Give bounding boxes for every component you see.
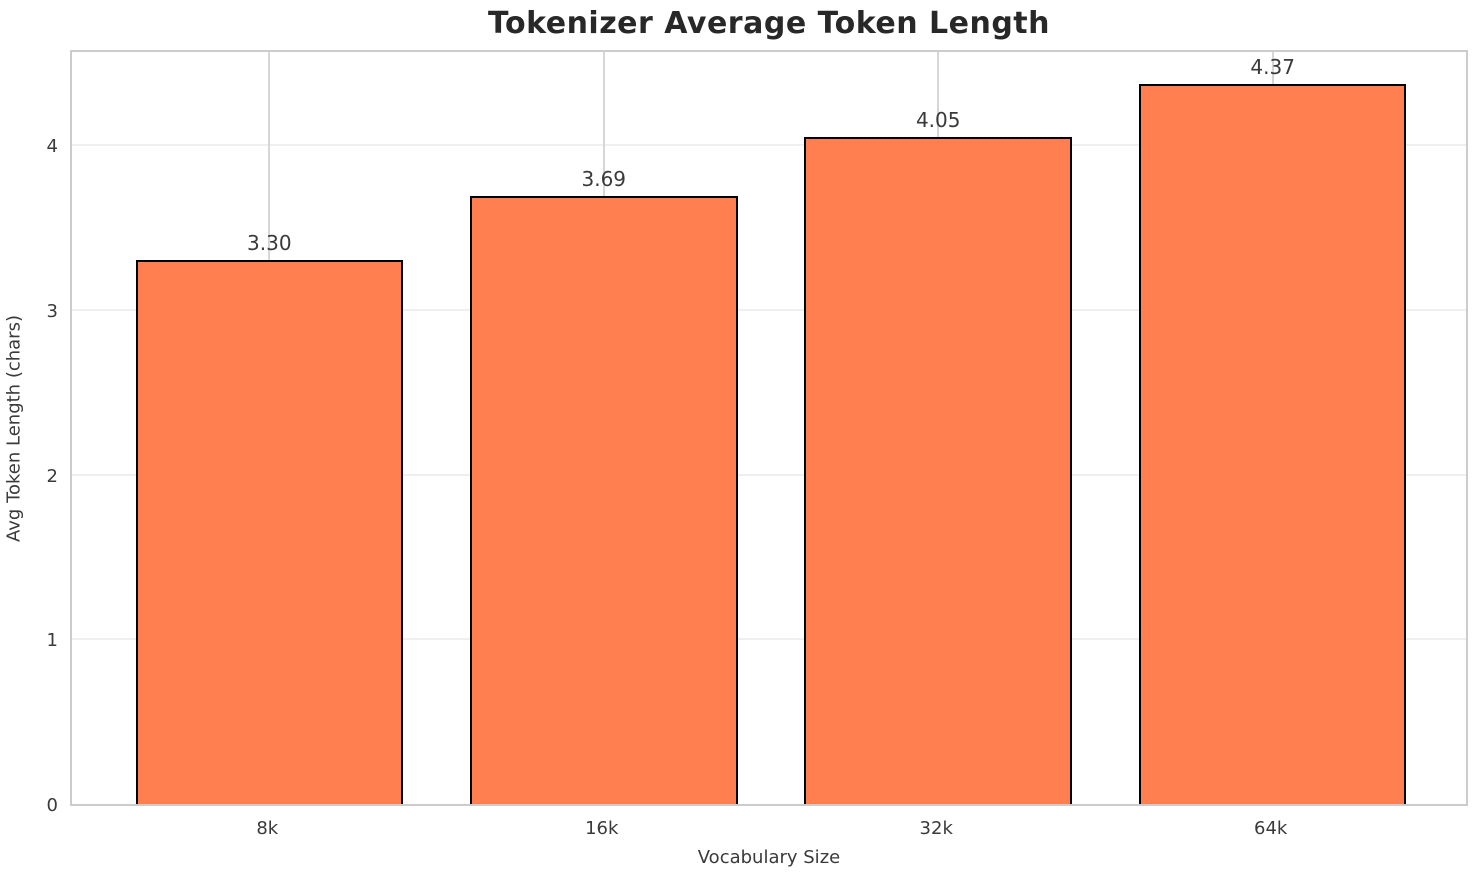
bar-8k [135,260,404,804]
y-tick-label: 4 [46,136,58,158]
bar-32k [804,136,1072,804]
y-axis-label: Avg Token Length (chars) [3,315,25,542]
bar-value-label: 4.37 [1250,55,1295,80]
bar-value-label: 3.30 [247,231,292,256]
x-tick-label: 32k [919,818,953,839]
y-tick-label: 3 [46,300,58,322]
gridline-horizontal [72,308,1466,311]
gridline-horizontal [72,144,1466,147]
y-tick-label: 2 [46,465,58,487]
gridline-horizontal [72,473,1466,476]
plot-area: 3.30 3.69 4.05 4.37 [70,50,1468,806]
gridline-horizontal [72,638,1466,641]
chart-title: Tokenizer Average Token Length [487,6,1050,41]
x-tick-label: 64k [1254,818,1288,839]
x-tick-label: 8k [256,818,279,839]
bar-16k [469,196,738,804]
y-tick-label: 0 [46,795,58,816]
x-tick-label: 16k [585,818,619,839]
bar-value-label: 3.69 [581,167,627,192]
y-tick-label: 1 [46,630,58,652]
bar-64k [1138,84,1407,804]
x-axis-label: Vocabulary Size [697,847,841,868]
bar-value-label: 4.05 [915,107,961,132]
